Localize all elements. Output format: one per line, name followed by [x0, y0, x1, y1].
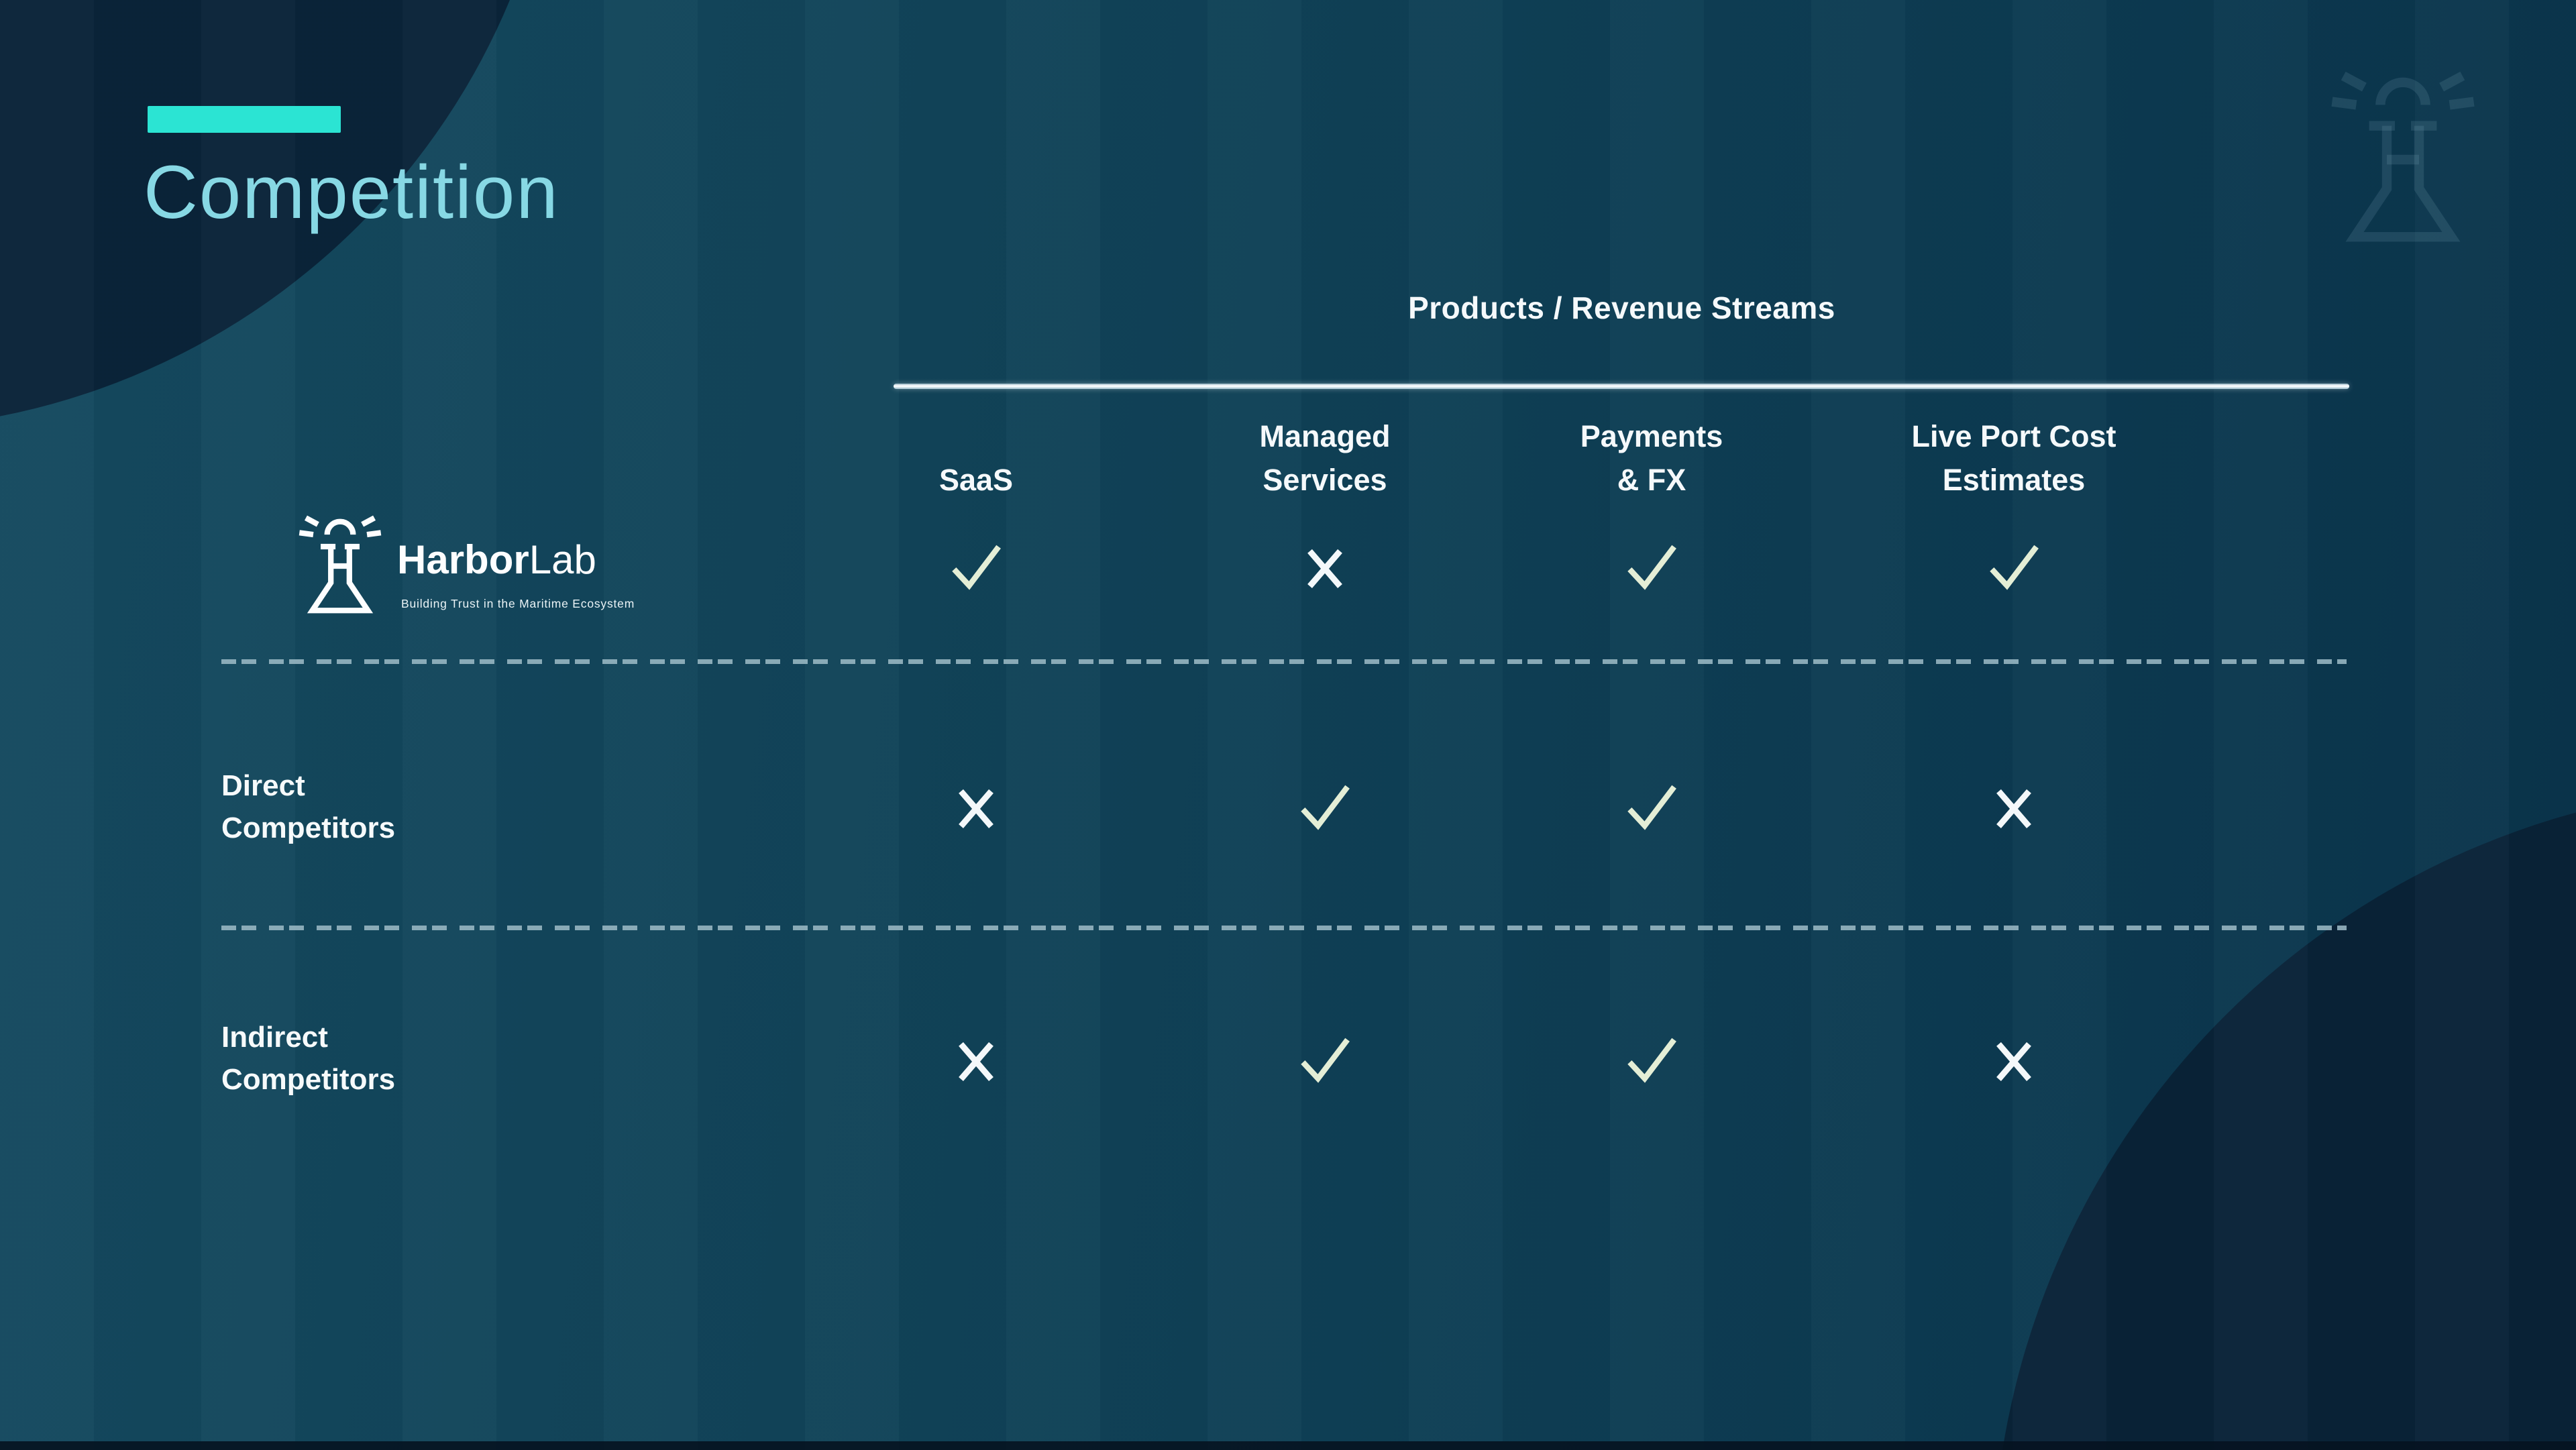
column-header-line: Managed: [1259, 419, 1391, 453]
column-header-payments-fx: Payments & FX: [1491, 400, 1813, 502]
column-header-saas: SaaS: [815, 400, 1137, 502]
mark-cell: [952, 784, 1000, 832]
column-header-line: Live Port Cost: [1911, 419, 2116, 453]
table-header-rule: [894, 384, 2349, 389]
check-icon: [1990, 545, 2039, 590]
harborlab-tagline: Building Trust in the Maritime Ecosystem: [401, 597, 635, 610]
corner-shape-bottom-right: [1992, 785, 2576, 1450]
cross-icon: [1996, 1042, 2031, 1081]
harborlab-wordmark-light: Lab: [529, 537, 596, 582]
table-group-header: Products / Revenue Streams: [1408, 290, 1835, 325]
cross-icon: [959, 1042, 994, 1081]
cross-icon: [1307, 549, 1342, 588]
row-label-line: Indirect: [221, 1021, 328, 1054]
row-label-line: Direct: [221, 769, 305, 802]
mark-cell: [1620, 780, 1683, 836]
column-header-managed-services: Managed Services: [1164, 400, 1486, 502]
row-label-line: Competitors: [221, 812, 396, 844]
harborlab-flask-watermark-icon: [2322, 55, 2483, 264]
harborlab-flask-icon: [294, 506, 386, 626]
row-divider-dashed: [221, 659, 2347, 664]
mark-cell: [1293, 780, 1356, 836]
bottom-letterbox-bar: [0, 1441, 2576, 1450]
check-icon: [1301, 785, 1350, 830]
column-header-line: Services: [1263, 463, 1387, 497]
cross-icon: [1996, 789, 2031, 828]
check-icon: [1627, 1038, 1676, 1083]
column-header-line: SaaS: [938, 463, 1014, 497]
check-icon: [1301, 1038, 1350, 1083]
check-icon: [1627, 545, 1676, 590]
mark-cell: [1293, 1033, 1356, 1089]
harborlab-wordmark: HarborLab: [397, 537, 596, 583]
mark-cell: [1301, 544, 1349, 592]
check-icon: [952, 545, 1001, 590]
check-icon: [1627, 785, 1676, 830]
row-divider-dashed: [221, 926, 2347, 930]
mark-cell: [952, 1037, 1000, 1085]
row-label-line: Competitors: [221, 1063, 396, 1096]
column-header-live-port-cost: Live Port Cost Estimates: [1853, 400, 2175, 502]
column-header-line: & FX: [1617, 463, 1686, 497]
mark-cell: [1982, 540, 2045, 596]
mark-cell: [1620, 540, 1683, 596]
slide-title: Competition: [144, 150, 559, 234]
column-header-line: Estimates: [1942, 463, 2086, 497]
row-label-indirect-competitors: Indirect Competitors: [221, 1016, 651, 1101]
mark-cell: [945, 540, 1008, 596]
mark-cell: [1990, 1037, 2038, 1085]
cross-icon: [959, 789, 994, 828]
column-header-line: Payments: [1580, 419, 1723, 453]
mark-cell: [1620, 1033, 1683, 1089]
title-accent-bar: [148, 106, 341, 133]
harborlab-wordmark-bold: Harbor: [397, 537, 529, 582]
row-label-direct-competitors: Direct Competitors: [221, 765, 651, 849]
mark-cell: [1990, 784, 2038, 832]
